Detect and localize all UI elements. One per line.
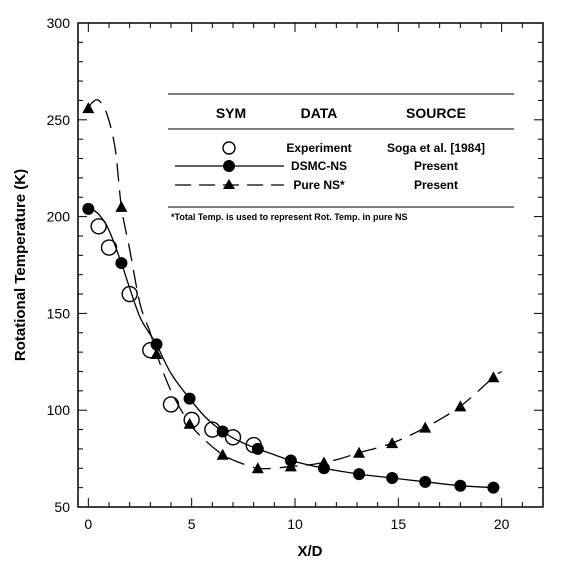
x-tick-label: 20 [494,516,510,532]
legend-dsmc-source: Present [414,159,458,173]
series-line [88,208,494,489]
legend-header-data: DATA [301,105,338,121]
data-point [90,218,107,235]
data-point [251,442,264,455]
legend-entry-dsmc-ns: DSMC-NS Present [175,159,458,173]
series-pure-ns [82,99,503,474]
data-point [82,102,95,114]
plot-frame [77,22,544,508]
data-point [454,479,467,492]
data-point [386,471,399,484]
y-axis-title: Rotational Temperature (K) [12,169,29,361]
legend-header-source: SOURCE [406,105,466,121]
x-tick-label: 5 [188,516,196,532]
data-point [284,460,297,472]
series-layer [82,99,503,494]
data-point [353,446,366,458]
legend: SYM DATA SOURCE Experiment Soga et al. [… [168,93,514,222]
legend-entry-experiment: Experiment Soga et al. [1984] [222,141,485,155]
tick-labels: 0 5 10 15 20 50 100 150 200 250 300 [47,15,510,532]
x-axis-title: X/D [297,543,322,560]
y-tick-label: 300 [47,15,71,31]
data-point [216,425,229,438]
data-point [419,421,432,433]
data-point [251,462,264,474]
data-point [419,475,432,488]
y-tick-label: 100 [47,402,71,418]
data-point [224,429,242,446]
x-tick-label: 0 [84,516,92,532]
data-point [487,481,500,494]
data-point [162,396,180,413]
data-point [353,468,366,481]
legend-entry-pure-ns: Pure NS* Present [175,178,458,192]
axis-ticks [78,22,544,508]
legend-open-circle-marker [222,141,236,155]
legend-filled-triangle-marker [223,179,235,189]
legend-footnote: *Total Temp. is used to represent Rot. T… [171,212,408,222]
legend-header-sym: SYM [216,105,246,121]
legend-pure-ns-source: Present [414,178,458,192]
legend-experiment-label: Experiment [286,141,351,155]
y-tick-label: 250 [47,112,71,128]
data-point [150,348,163,360]
data-point [487,371,500,383]
data-point [386,437,399,449]
data-point [183,392,196,405]
series-experiment [90,218,262,454]
data-point [183,417,196,429]
legend-experiment-source: Soga et al. [1984] [387,141,485,155]
legend-dsmc-label: DSMC-NS [291,159,347,173]
data-point [216,448,229,460]
data-point [115,200,128,212]
data-point [317,456,330,468]
data-point [82,202,95,215]
x-tick-label: 15 [391,516,407,532]
x-tick-label: 10 [287,516,303,532]
data-point [150,338,163,351]
legend-filled-circle-marker [223,160,235,172]
y-tick-label: 200 [47,209,71,225]
series-line [87,99,503,470]
legend-pure-ns-label: Pure NS* [293,178,345,192]
y-tick-label: 50 [54,499,70,515]
y-tick-label: 150 [47,305,71,321]
data-point [115,257,128,270]
data-point [454,400,467,412]
